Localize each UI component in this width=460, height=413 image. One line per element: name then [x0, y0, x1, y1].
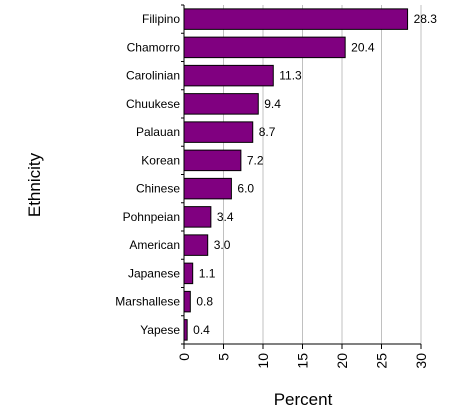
value-label-filipino: 28.3 [414, 12, 438, 26]
category-label-marshallese: Marshallese [115, 295, 180, 309]
x-tick-label-20: 20 [334, 353, 350, 369]
bar-chinese [183, 177, 232, 200]
category-label-palauan: Palauan [136, 125, 180, 139]
x-tick-label-25: 25 [374, 353, 390, 369]
category-label-filipino: Filipino [142, 12, 180, 26]
category-label-yapese: Yapese [140, 323, 180, 337]
bar-carolinian [183, 64, 274, 87]
category-label-chamorro: Chamorro [127, 40, 181, 54]
bar-filipino [183, 8, 409, 30]
bar-chamorro [183, 36, 346, 59]
value-label-palauan: 8.7 [259, 125, 276, 139]
category-label-chinese: Chinese [136, 182, 180, 196]
category-label-american: American [129, 238, 180, 252]
value-label-carolinian: 11.3 [279, 69, 302, 83]
category-labels: Filipino Chamorro Carolinian Chuukese Palaua… [115, 12, 180, 337]
gridlines [223, 5, 422, 344]
category-label-carolinian: Carolinian [126, 69, 180, 83]
x-axis-title: Percent [274, 390, 333, 409]
x-tick-label-5: 5 [216, 353, 232, 361]
value-label-chinese: 6.0 [237, 182, 254, 196]
category-label-pohnpeian: Pohnpeian [123, 210, 180, 224]
axes [181, 4, 422, 349]
bar-chuukese [183, 93, 259, 115]
bar-korean [183, 149, 242, 172]
category-label-korean: Korean [141, 153, 180, 167]
bars [183, 8, 409, 341]
value-label-korean: 7.2 [247, 153, 264, 167]
y-axis-title: Ethnicity [25, 152, 44, 217]
x-tick-label-15: 15 [295, 353, 311, 369]
bar-pohnpeian [183, 206, 212, 228]
x-tick-labels: 0 5 10 15 20 25 30 [176, 353, 429, 369]
value-label-chamorro: 20.4 [351, 40, 375, 54]
x-tick-label-30: 30 [413, 353, 429, 369]
bar-palauan [183, 121, 254, 143]
value-label-marshallese: 0.8 [196, 295, 213, 309]
x-tick-label-10: 10 [255, 353, 271, 369]
value-label-yapese: 0.4 [193, 323, 210, 337]
bar-marshallese [183, 290, 191, 313]
category-label-chuukese: Chuukese [126, 97, 180, 111]
value-label-japanese: 1.1 [199, 266, 216, 280]
bar-american [183, 234, 209, 256]
value-label-pohnpeian: 3.4 [217, 210, 234, 224]
bar-japanese [183, 262, 194, 285]
value-labels: 28.3 20.4 11.3 9.4 8.7 7.2 6.03.4 3.0 1.1 0.8 0.4 [193, 12, 437, 337]
category-label-japanese: Japanese [128, 266, 180, 280]
value-label-american: 3.0 [214, 238, 231, 252]
value-label-chuukese: 9.4 [264, 97, 281, 111]
x-tick-label-0: 0 [176, 353, 192, 361]
